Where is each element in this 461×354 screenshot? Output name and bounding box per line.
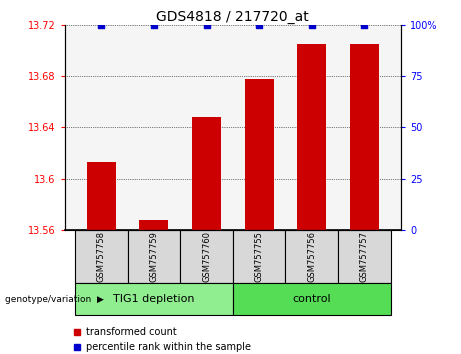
- Point: [150, 22, 158, 28]
- Point: [361, 22, 368, 28]
- Text: GSM757757: GSM757757: [360, 231, 369, 282]
- Bar: [75, 283, 233, 315]
- Bar: [245, 79, 273, 230]
- Text: GSM757759: GSM757759: [149, 231, 159, 282]
- Text: TIG1 depletion: TIG1 depletion: [113, 294, 195, 304]
- Bar: [297, 44, 326, 230]
- Bar: [233, 283, 390, 315]
- Title: GDS4818 / 217720_at: GDS4818 / 217720_at: [156, 10, 309, 24]
- Legend: transformed count, percentile rank within the sample: transformed count, percentile rank withi…: [70, 324, 255, 354]
- Point: [308, 22, 315, 28]
- Text: control: control: [292, 294, 331, 304]
- Bar: [285, 230, 338, 283]
- Point: [98, 22, 105, 28]
- Point: [203, 22, 210, 28]
- Point: [255, 22, 263, 28]
- Text: GSM757756: GSM757756: [307, 231, 316, 282]
- Text: GSM757758: GSM757758: [97, 231, 106, 282]
- Bar: [128, 230, 180, 283]
- Bar: [338, 230, 390, 283]
- Bar: [75, 230, 128, 283]
- Bar: [140, 220, 168, 230]
- Text: GSM757760: GSM757760: [202, 231, 211, 282]
- Bar: [350, 44, 379, 230]
- Bar: [87, 162, 116, 230]
- Bar: [192, 117, 221, 230]
- Text: GSM757755: GSM757755: [254, 231, 264, 282]
- Bar: [180, 230, 233, 283]
- Bar: [233, 230, 285, 283]
- Text: genotype/variation  ▶: genotype/variation ▶: [5, 295, 103, 304]
